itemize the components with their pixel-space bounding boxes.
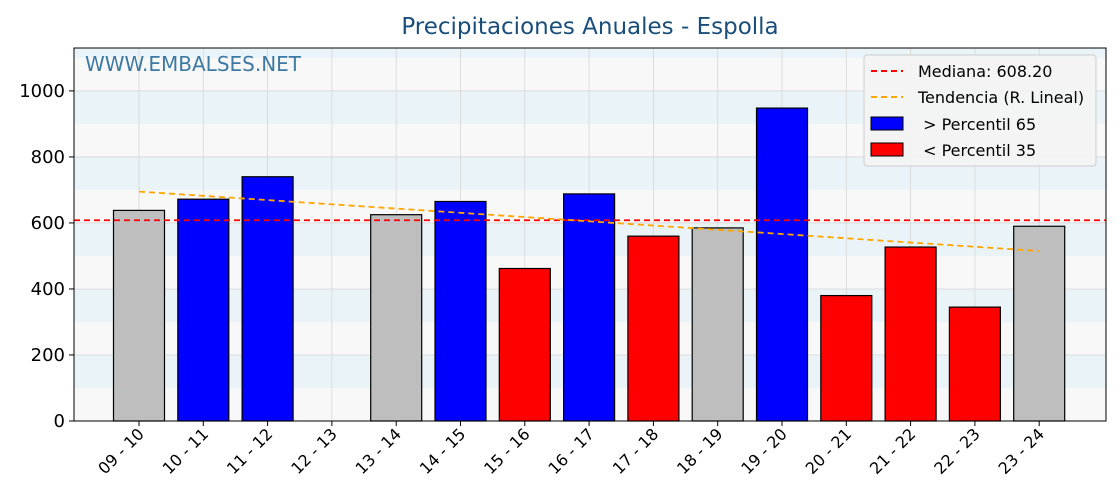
x-tick-label: 09 - 10	[94, 424, 148, 478]
legend-low-label: < Percentil 35	[918, 141, 1036, 160]
y-tick-label: 400	[31, 279, 65, 300]
x-tick-label: 11 - 12	[223, 424, 277, 478]
legend-trend-label: Tendencia (R. Lineal)	[917, 88, 1084, 107]
bar-21-22	[884, 246, 937, 422]
bar-16-17	[562, 193, 616, 422]
chart-title: Precipitaciones Anuales - Espolla	[401, 14, 778, 40]
bar-23-24	[1013, 225, 1066, 422]
x-tick-label: 12 - 13	[287, 424, 341, 478]
legend-high-label: > Percentil 65	[918, 115, 1036, 134]
x-tick-label: 16 - 17	[544, 424, 598, 478]
trend-line	[138, 190, 1040, 252]
bar-22-23	[948, 306, 1002, 422]
bar-15-16	[498, 267, 551, 422]
x-axis-ticks: 09 - 10 10 - 11 11 - 12 12 - 13 13 - 14 14 - …	[94, 421, 1048, 478]
x-tick-label: 18 - 19	[673, 424, 727, 478]
y-tick-label: 200	[31, 345, 65, 366]
x-tick-label: 22 - 23	[930, 424, 984, 478]
bar-14-15	[434, 200, 487, 422]
bar-18-19	[691, 227, 744, 422]
bar-10-11	[177, 198, 230, 422]
legend-high-swatch	[870, 116, 904, 131]
bar-13-14	[370, 214, 423, 422]
legend-low-swatch	[870, 142, 904, 157]
y-axis-ticks: 0 200 400 600 800 1000	[19, 81, 74, 432]
bar-17-18	[627, 235, 680, 422]
bar-20-21	[820, 294, 873, 422]
background-band	[74, 48, 1106, 58]
x-tick-label: 15 - 16	[480, 424, 534, 478]
bar-11-12	[241, 176, 294, 422]
legend-median-label: Mediana: 608.20	[918, 62, 1052, 81]
x-tick-label: 19 - 20	[737, 424, 791, 478]
x-tick-label: 21 - 22	[866, 424, 920, 478]
bars-layer	[112, 107, 1066, 422]
y-tick-label: 800	[31, 147, 65, 168]
watermark: WWW.EMBALSES.NET	[85, 52, 302, 76]
bar-19-20	[755, 107, 809, 422]
x-tick-label: 13 - 14	[352, 424, 406, 478]
x-tick-label: 23 - 24	[995, 424, 1049, 478]
legend-box	[863, 54, 1097, 167]
legend: Mediana: 608.20 Tendencia (R. Lineal) > …	[863, 54, 1097, 167]
bar-09-10	[112, 209, 166, 422]
y-tick-label: 1000	[19, 81, 65, 102]
x-tick-label: 14 - 15	[416, 424, 470, 478]
x-tick-label: 17 - 18	[609, 424, 663, 478]
y-tick-label: 0	[54, 411, 65, 432]
x-tick-label: 20 - 21	[802, 424, 856, 478]
x-tick-label: 10 - 11	[159, 424, 213, 478]
plot-frame	[73, 47, 1107, 422]
y-tick-label: 600	[31, 213, 65, 234]
